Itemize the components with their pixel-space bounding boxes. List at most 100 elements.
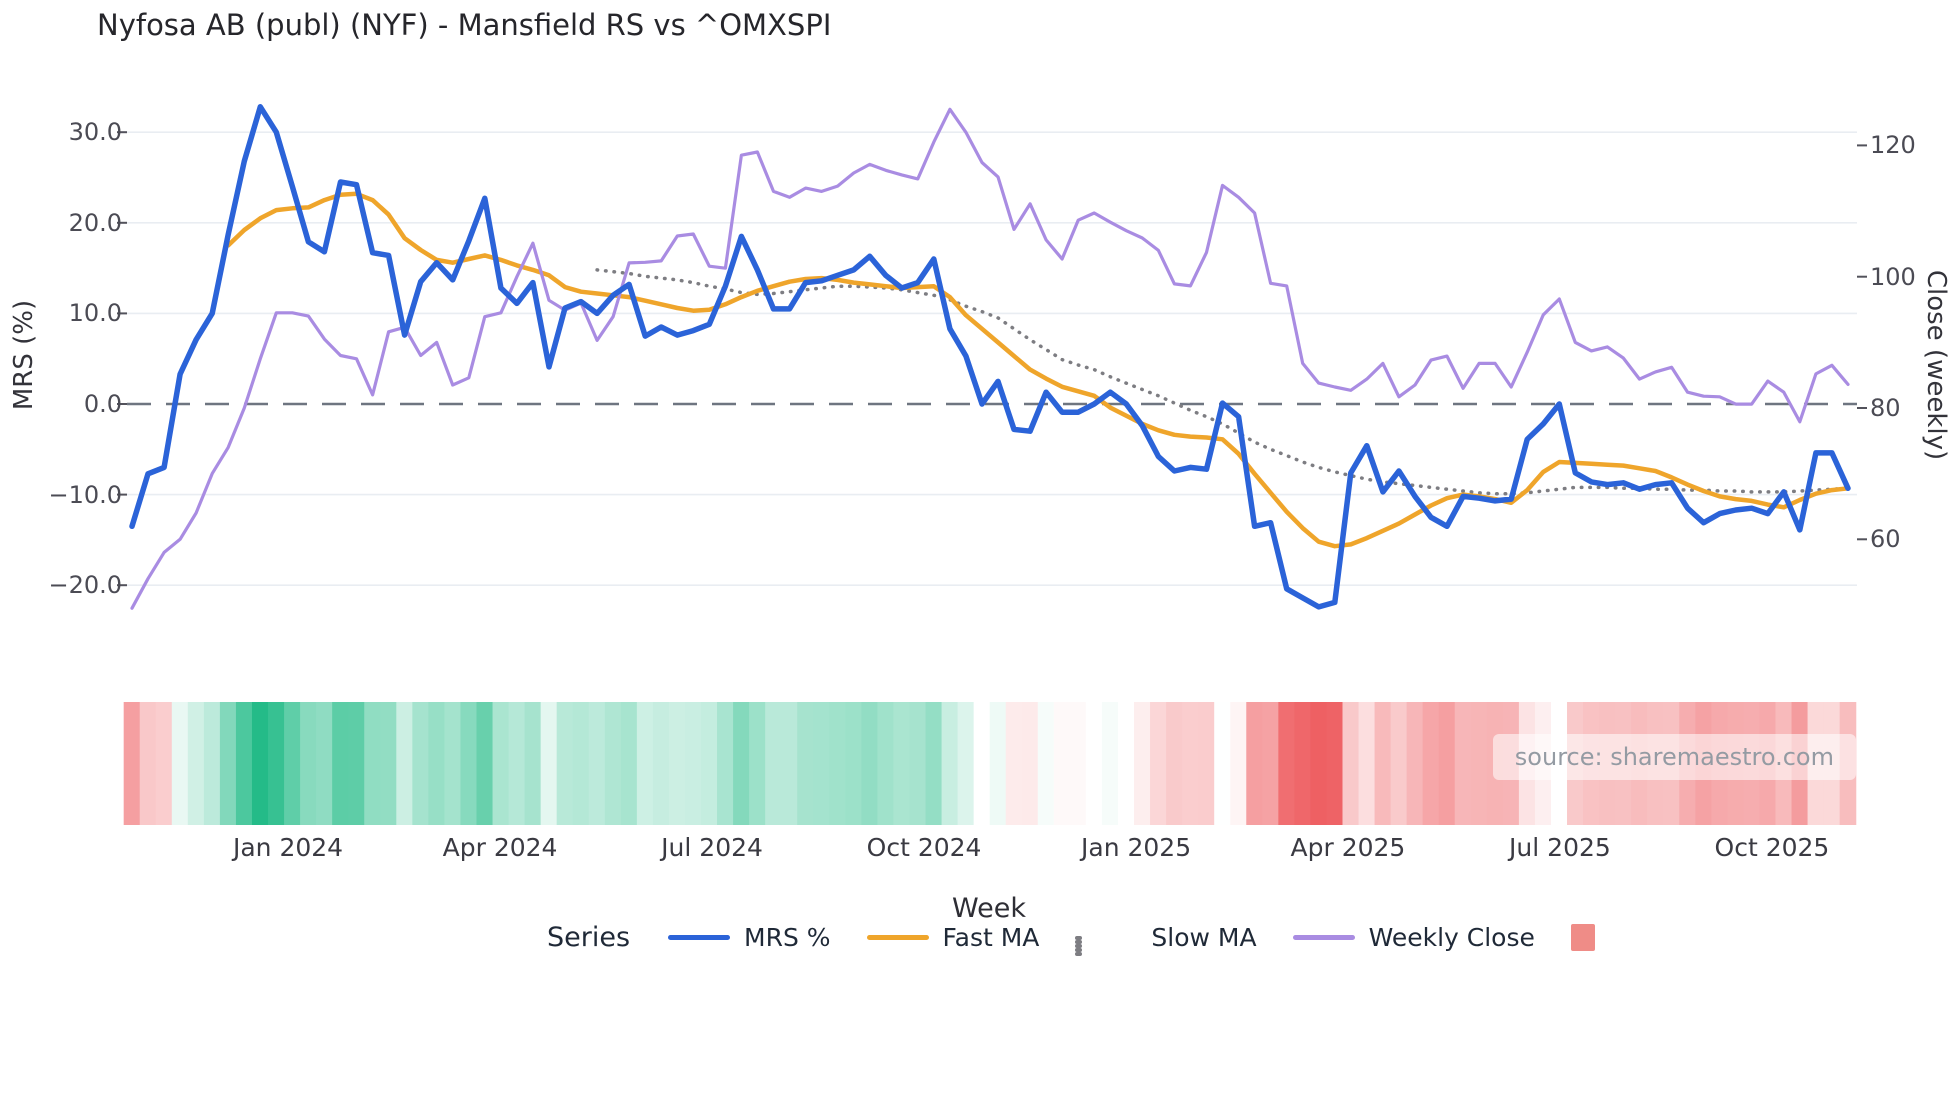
- heatmap-strip-cell: [1037, 702, 1055, 825]
- legend-title: Series: [547, 922, 631, 953]
- heatmap-strip-cell: [765, 702, 782, 825]
- legend-square-swatch: [1570, 924, 1595, 951]
- heatmap-strip-cell: [1182, 702, 1199, 825]
- heatmap-strip-cell: [460, 702, 478, 825]
- heatmap-strip-cell: [380, 702, 397, 825]
- heatmap-strip-cell: [1198, 702, 1215, 825]
- heatmap-strip-cell: [1150, 702, 1167, 825]
- legend-dotted-swatch: [1075, 935, 1137, 956]
- x-tick-label: Jul 2025: [1509, 833, 1611, 862]
- heatmap-strip-cell: [925, 702, 943, 825]
- x-tick-label: Jan 2024: [232, 833, 344, 862]
- left-y-tick-label: 0.0: [83, 390, 122, 418]
- heatmap-strip-cell: [1438, 702, 1456, 825]
- x-tick-label: Oct 2025: [1714, 833, 1830, 862]
- heatmap-strip-cell: [1454, 702, 1472, 825]
- heatmap-strip-cell: [171, 702, 189, 825]
- heatmap-strip-cell: [1246, 702, 1263, 825]
- heatmap-strip-cell: [989, 702, 1007, 825]
- x-tick-label: Jul 2024: [661, 833, 763, 862]
- dot: [1075, 951, 1083, 956]
- heatmap-strip-cell: [348, 702, 365, 825]
- heatmap-strip-cell: [797, 702, 814, 825]
- right-y-tick-label: 120: [1870, 131, 1916, 160]
- heatmap-strip-cell: [861, 702, 879, 825]
- heatmap-strip-cell: [155, 702, 173, 825]
- heatmap-strip-cell: [781, 702, 798, 825]
- heatmap-strip-cell: [444, 702, 462, 825]
- heatmap-strip-cell: [1166, 702, 1183, 825]
- heatmap-strip-cell: [268, 702, 285, 825]
- heatmap-strip-cell: [1005, 702, 1023, 825]
- heatmap-strip-cell: [1214, 702, 1231, 825]
- heatmap-strip-cell: [1069, 702, 1087, 825]
- x-tick-label: Apr 2025: [1290, 833, 1406, 862]
- heatmap-strip-cell: [428, 702, 446, 825]
- x-tick-label: Oct 2024: [866, 833, 982, 862]
- heatmap-strip-cell: [701, 702, 718, 825]
- dot: [1075, 939, 1083, 944]
- heatmap-strip-cell: [412, 702, 429, 825]
- x-axis-title: Week: [952, 893, 1026, 924]
- heatmap-strip-cell: [733, 702, 750, 825]
- legend-item: Fast MA: [866, 923, 1040, 952]
- heatmap-strip-cell: [1422, 702, 1440, 825]
- heatmap-strip-cell: [717, 702, 734, 825]
- dot: [1075, 947, 1083, 952]
- legend-item-label: Weekly Close: [1368, 923, 1535, 952]
- legend-line-swatch: [866, 935, 929, 940]
- heatmap-strip-cell: [1294, 702, 1312, 825]
- dot: [1075, 935, 1083, 940]
- heatmap-strip-cell: [1278, 702, 1295, 825]
- legend-item-label: Fast MA: [942, 923, 1040, 952]
- legend-item: [1570, 924, 1595, 951]
- heatmap-strip-cell: [604, 702, 622, 825]
- heatmap-strip-cell: [957, 702, 975, 825]
- heatmap-strip-cell: [139, 702, 157, 825]
- heatmap-strip-cell: [1053, 702, 1071, 825]
- legend-item: Slow MA: [1075, 923, 1257, 956]
- heatmap-strip-cell: [1470, 702, 1488, 825]
- legend-line-swatch: [668, 935, 731, 940]
- x-tick-label: Jan 2025: [1081, 833, 1192, 862]
- heatmap-strip-cell: [1358, 702, 1376, 825]
- heatmap-strip-cell: [877, 702, 895, 825]
- heatmap-strip-cell: [364, 702, 381, 825]
- heatmap-strip-cell: [845, 702, 862, 825]
- heatmap-strip-cell: [284, 702, 301, 825]
- heatmap-strip-cell: [636, 702, 654, 825]
- heatmap-strip-cell: [556, 702, 574, 825]
- legend-line-swatch: [1292, 935, 1355, 940]
- heatmap-strip-cell: [893, 702, 911, 825]
- heatmap-strip-cell: [123, 702, 141, 825]
- heatmap-strip-cell: [316, 702, 333, 825]
- heatmap-strip-cell: [219, 702, 237, 825]
- heatmap-strip-cell: [1326, 702, 1344, 825]
- heatmap-strip-cell: [492, 702, 510, 825]
- left-y-tick-label: 30.0: [68, 118, 122, 147]
- heatmap-strip-cell: [941, 702, 959, 825]
- heatmap-strip-cell: [187, 702, 205, 825]
- heatmap-strip-cell: [572, 702, 590, 825]
- heatmap-strip-cell: [203, 702, 221, 825]
- series-line-weekly-close: [130, 107, 1850, 610]
- heatmap-strip-cell: [508, 702, 526, 825]
- left-y-tick-label: 10.0: [68, 299, 122, 328]
- heatmap-strip-cell: [1262, 702, 1279, 825]
- left-y-tick-label: 20.0: [68, 208, 122, 237]
- heatmap-strip-cell: [1374, 702, 1392, 825]
- heatmap-strip-cell: [540, 702, 558, 825]
- heatmap-strip-cell: [684, 702, 702, 825]
- heatmap-strip-cell: [1085, 702, 1103, 825]
- heatmap-strip-cell: [1230, 702, 1247, 825]
- legend-item: Weekly Close: [1292, 923, 1535, 952]
- legend-item-label: MRS %: [744, 923, 831, 952]
- heatmap-strip-cell: [476, 702, 494, 825]
- heatmap-strip-cell: [668, 702, 686, 825]
- heatmap-strip-cell: [620, 702, 638, 825]
- dot: [1075, 943, 1083, 948]
- heatmap-strip-cell: [909, 702, 927, 825]
- heatmap-strip-cell: [332, 702, 349, 825]
- heatmap-strip-cell: [396, 702, 413, 825]
